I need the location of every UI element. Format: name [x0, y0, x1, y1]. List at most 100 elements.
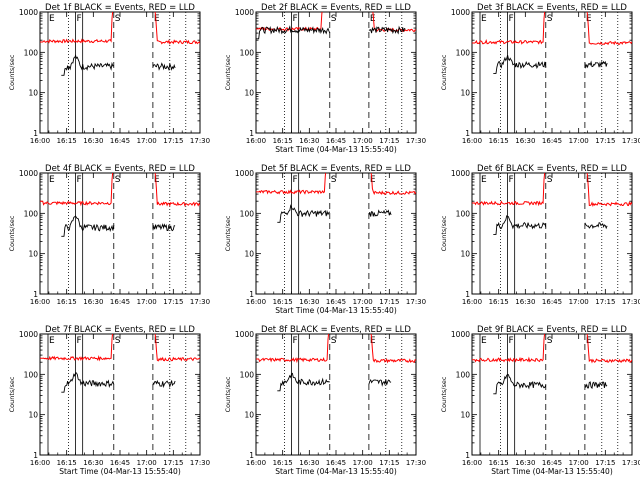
x-tick-label: 16:45	[542, 459, 562, 467]
x-tick-label: 17:30	[190, 298, 210, 306]
x-axis-label: Start Time (04-Mar-13 15:55:40)	[275, 306, 397, 315]
x-tick-label: 16:45	[110, 459, 130, 467]
x-tick-label: 17:30	[406, 459, 426, 467]
y-tick-label: 1	[33, 451, 38, 460]
x-tick-label: 16:15	[57, 298, 77, 306]
x-tick-label: 17:30	[190, 137, 210, 145]
panel-2: Det 2f BLACK = Events, RED = LLD 1 10 100 10…	[224, 3, 426, 154]
x-tick-label: 16:45	[542, 298, 562, 306]
x-tick-label: 17:15	[163, 137, 183, 145]
y-tick-label: 1000	[451, 330, 470, 339]
x-tick-label: 16:15	[57, 137, 77, 145]
lld-series-line	[256, 334, 416, 364]
y-axis-label: Counts/sec	[8, 376, 16, 412]
marker-label: E	[481, 336, 487, 346]
marker-label: F	[77, 336, 82, 346]
x-tick-label: 16:00	[462, 137, 482, 145]
x-tick-label: 17:15	[595, 298, 615, 306]
x-tick-label: 17:15	[163, 459, 183, 467]
x-tick-label: 17:30	[406, 298, 426, 306]
plot-frame	[39, 333, 201, 456]
events-series-line	[61, 372, 176, 393]
marker-label: F	[509, 175, 514, 185]
y-tick-label: 10	[244, 411, 254, 420]
events-series-line	[277, 204, 392, 223]
panel-title: Det 3f BLACK = Events, RED = LLD	[477, 3, 627, 13]
lld-series-line	[472, 334, 632, 364]
y-tick-label: 100	[456, 209, 471, 218]
y-tick-label: 1000	[235, 330, 254, 339]
x-tick-label: 16:15	[273, 298, 293, 306]
x-tick-label: 17:00	[137, 459, 157, 467]
lld-series-line	[40, 173, 200, 207]
events-series-line	[493, 54, 608, 74]
x-tick-label: 17:30	[406, 137, 426, 145]
x-axis-label: Start Time (04-Mar-13 15:55:40)	[59, 467, 181, 476]
y-tick-label: 100	[240, 370, 255, 379]
x-tick-label: 16:30	[299, 137, 319, 145]
y-tick-label: 100	[24, 48, 39, 57]
x-tick-label: 17:00	[353, 459, 373, 467]
x-tick-label: 17:15	[379, 459, 399, 467]
panel-4: Det 4f BLACK = Events, RED = LLD 1 10 100 10…	[8, 164, 210, 306]
x-tick-label: 17:00	[569, 298, 589, 306]
x-tick-label: 17:15	[379, 137, 399, 145]
y-tick-label: 1	[249, 129, 254, 138]
marker-label: S	[331, 336, 337, 346]
x-axis-label: Start Time (04-Mar-13 15:55:40)	[275, 145, 397, 154]
marker-label: E	[49, 14, 55, 24]
marker-label: F	[509, 14, 514, 24]
x-tick-label: 17:00	[137, 137, 157, 145]
marker-label: S	[547, 336, 553, 346]
marker-label: F	[509, 336, 514, 346]
x-tick-label: 16:00	[246, 137, 266, 145]
y-tick-label: 1000	[451, 169, 470, 178]
x-tick-label: 17:15	[595, 137, 615, 145]
panel-8: Det 8f BLACK = Events, RED = LLD 1 10 100 10…	[224, 325, 426, 476]
panel-title: Det 5f BLACK = Events, RED = LLD	[261, 164, 411, 174]
marker-label: S	[115, 14, 121, 24]
x-tick-label: 16:45	[326, 459, 346, 467]
x-tick-label: 17:00	[353, 298, 373, 306]
y-axis-label: Counts/sec	[440, 215, 448, 251]
x-tick-label: 16:30	[83, 298, 103, 306]
y-tick-label: 10	[244, 250, 254, 259]
y-tick-label: 10	[244, 89, 254, 98]
marker-label: S	[547, 14, 553, 24]
lld-series-line	[472, 173, 632, 207]
marker-label: E	[49, 336, 55, 346]
y-tick-label: 100	[24, 209, 39, 218]
panel-1: Det 1f BLACK = Events, RED = LLD 1 10 100 10…	[8, 3, 210, 145]
x-tick-label: 16:15	[57, 459, 77, 467]
x-tick-label: 16:15	[489, 137, 509, 145]
marker-label: F	[77, 175, 82, 185]
y-tick-label: 1	[33, 129, 38, 138]
panel-3: Det 3f BLACK = Events, RED = LLD 1 10 100 10…	[440, 3, 640, 145]
y-tick-label: 100	[24, 370, 39, 379]
marker-label: F	[293, 175, 298, 185]
panel-6: Det 6f BLACK = Events, RED = LLD 1 10 100 10…	[440, 164, 640, 306]
y-tick-label: 1	[249, 451, 254, 460]
x-tick-label: 16:00	[246, 459, 266, 467]
x-tick-label: 17:15	[379, 298, 399, 306]
y-tick-label: 100	[240, 48, 255, 57]
marker-label: E	[370, 175, 376, 185]
x-axis-label: Start Time (04-Mar-13 15:55:40)	[491, 467, 613, 476]
lld-series-line	[256, 173, 416, 196]
marker-label: F	[293, 14, 298, 24]
y-axis-label: Counts/sec	[224, 54, 232, 90]
y-tick-label: 1000	[235, 169, 254, 178]
panel-5: Det 5f BLACK = Events, RED = LLD 1 10 100 10…	[224, 164, 426, 315]
y-tick-label: 100	[456, 370, 471, 379]
marker-label: E	[370, 14, 376, 24]
events-series-line	[61, 53, 176, 76]
x-axis-label: Start Time (04-Mar-13 15:55:40)	[275, 467, 397, 476]
panel-title: Det 2f BLACK = Events, RED = LLD	[261, 3, 411, 13]
panel-title: Det 4f BLACK = Events, RED = LLD	[45, 164, 195, 174]
x-tick-label: 16:00	[30, 459, 50, 467]
y-tick-label: 1000	[19, 8, 38, 17]
x-tick-label: 16:30	[83, 137, 103, 145]
y-axis-label: Counts/sec	[8, 54, 16, 90]
x-tick-label: 16:00	[462, 459, 482, 467]
marker-label: E	[49, 175, 55, 185]
